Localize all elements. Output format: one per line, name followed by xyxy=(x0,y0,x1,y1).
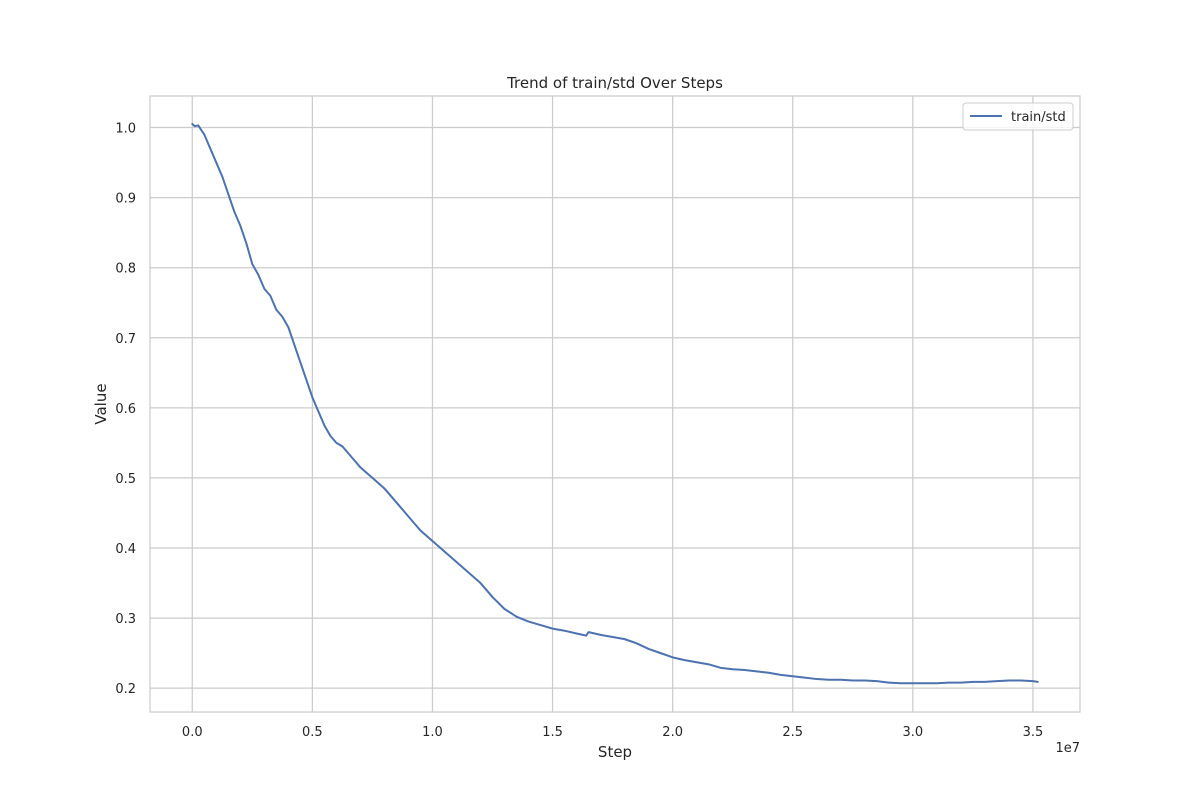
legend-label-train-std: train/std xyxy=(1011,110,1066,125)
tick-labels: 0.0 0.5 1.0 1.5 2.0 2.5 3.0 3.5 0.2 0.3 0.4 0.5 0.6 0… xyxy=(115,122,1043,740)
series-line-train-std xyxy=(191,123,1039,685)
y-tick-label: 0.3 xyxy=(115,612,136,627)
x-tick-label: 2.0 xyxy=(662,725,683,740)
x-tick-label: 1.0 xyxy=(422,725,443,740)
x-tick-label: 1.5 xyxy=(542,725,563,740)
series-lines xyxy=(191,123,1039,685)
x-tick-label: 3.0 xyxy=(902,725,923,740)
plot-frame xyxy=(149,95,1081,713)
x-tick-label: 0.0 xyxy=(182,725,203,740)
plot-background xyxy=(150,96,1080,712)
x-axis-offset-text: 1e7 xyxy=(1055,741,1080,756)
y-tick-label: 0.4 xyxy=(115,542,136,557)
y-tick-label: 0.7 xyxy=(115,332,136,347)
x-tick-label: 3.5 xyxy=(1023,725,1044,740)
y-tick-label: 0.8 xyxy=(115,262,136,277)
chart-title: Trend of train/std Over Steps xyxy=(506,74,723,92)
y-tick-label: 0.6 xyxy=(115,402,136,417)
y-tick-label: 1.0 xyxy=(115,122,136,137)
x-tick-label: 0.5 xyxy=(302,725,323,740)
y-tick-label: 0.2 xyxy=(115,682,136,697)
y-tick-label: 0.5 xyxy=(115,472,136,487)
y-tick-label: 0.9 xyxy=(115,192,136,207)
x-tick-label: 2.5 xyxy=(782,725,803,740)
legend-box xyxy=(962,102,1074,131)
x-axis-label: Step xyxy=(598,743,632,761)
legend: train/std xyxy=(962,102,1074,131)
y-axis-label: Value xyxy=(92,383,110,424)
grid-lines xyxy=(150,96,1080,712)
